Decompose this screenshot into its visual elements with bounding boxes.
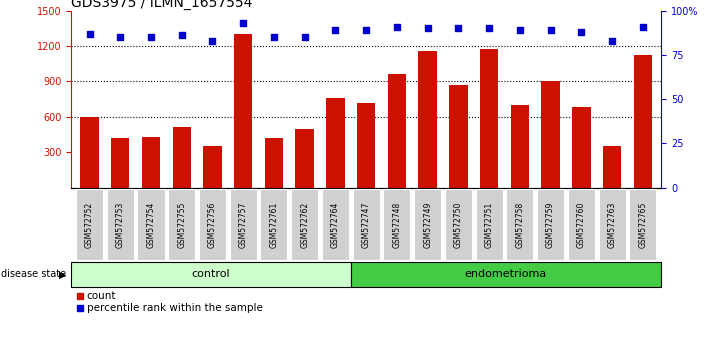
- Text: GSM572754: GSM572754: [146, 201, 156, 248]
- Text: GSM572750: GSM572750: [454, 201, 463, 248]
- Point: [422, 25, 433, 31]
- Text: GSM572763: GSM572763: [608, 201, 616, 248]
- Point: [330, 27, 341, 33]
- Text: GSM572749: GSM572749: [423, 201, 432, 248]
- Point: [299, 34, 311, 40]
- Bar: [634, 56, 652, 188]
- Bar: [506, 189, 533, 261]
- Bar: [351, 262, 661, 287]
- Bar: [292, 189, 319, 261]
- Bar: [173, 127, 191, 188]
- Bar: [445, 189, 472, 261]
- Text: GSM572752: GSM572752: [85, 202, 94, 248]
- Point: [360, 27, 372, 33]
- Point: [514, 27, 525, 33]
- Bar: [141, 137, 160, 188]
- Point: [545, 27, 556, 33]
- Bar: [629, 189, 656, 261]
- Bar: [107, 189, 134, 261]
- Text: endometrioma: endometrioma: [465, 269, 547, 279]
- Point: [576, 29, 587, 35]
- Point: [237, 20, 249, 26]
- Bar: [296, 129, 314, 188]
- Legend: count, percentile rank within the sample: count, percentile rank within the sample: [76, 291, 262, 313]
- Text: GSM572759: GSM572759: [546, 201, 555, 248]
- Bar: [480, 49, 498, 188]
- Point: [453, 25, 464, 31]
- Bar: [541, 81, 560, 188]
- Point: [114, 34, 126, 40]
- Text: GSM572765: GSM572765: [638, 201, 647, 248]
- Point: [606, 38, 618, 44]
- Bar: [203, 146, 222, 188]
- Bar: [234, 34, 252, 188]
- Bar: [322, 189, 349, 261]
- Text: GSM572758: GSM572758: [515, 202, 524, 248]
- Bar: [199, 189, 226, 261]
- Text: control: control: [191, 269, 230, 279]
- Bar: [169, 189, 196, 261]
- Bar: [418, 51, 437, 188]
- Text: GSM572757: GSM572757: [239, 201, 247, 248]
- Bar: [71, 262, 351, 287]
- Text: ▶: ▶: [59, 269, 67, 279]
- Bar: [383, 189, 410, 261]
- Bar: [111, 138, 129, 188]
- Text: GSM572762: GSM572762: [300, 202, 309, 248]
- Bar: [326, 98, 345, 188]
- Text: GDS3975 / ILMN_1657554: GDS3975 / ILMN_1657554: [71, 0, 252, 10]
- Bar: [230, 189, 257, 261]
- Bar: [476, 189, 503, 261]
- Bar: [568, 189, 595, 261]
- Bar: [357, 103, 375, 188]
- Bar: [572, 107, 591, 188]
- Point: [145, 34, 156, 40]
- Bar: [537, 189, 564, 261]
- Bar: [510, 105, 529, 188]
- Bar: [137, 189, 164, 261]
- Text: GSM572761: GSM572761: [269, 202, 279, 248]
- Bar: [80, 117, 99, 188]
- Point: [84, 31, 95, 36]
- Bar: [76, 189, 103, 261]
- Text: GSM572748: GSM572748: [392, 202, 402, 248]
- Bar: [260, 189, 287, 261]
- Point: [391, 24, 402, 29]
- Text: GSM572755: GSM572755: [177, 201, 186, 248]
- Bar: [353, 189, 380, 261]
- Text: GSM572764: GSM572764: [331, 201, 340, 248]
- Bar: [449, 85, 468, 188]
- Text: GSM572751: GSM572751: [485, 202, 493, 248]
- Text: GSM572756: GSM572756: [208, 201, 217, 248]
- Point: [268, 34, 279, 40]
- Text: disease state: disease state: [1, 269, 66, 279]
- Bar: [387, 74, 406, 188]
- Bar: [599, 189, 626, 261]
- Point: [637, 24, 648, 29]
- Text: GSM572760: GSM572760: [577, 201, 586, 248]
- Bar: [414, 189, 441, 261]
- Point: [207, 38, 218, 44]
- Point: [483, 25, 495, 31]
- Point: [176, 33, 188, 38]
- Bar: [264, 138, 283, 188]
- Text: GSM572753: GSM572753: [116, 201, 124, 248]
- Text: GSM572747: GSM572747: [362, 201, 370, 248]
- Bar: [603, 146, 621, 188]
